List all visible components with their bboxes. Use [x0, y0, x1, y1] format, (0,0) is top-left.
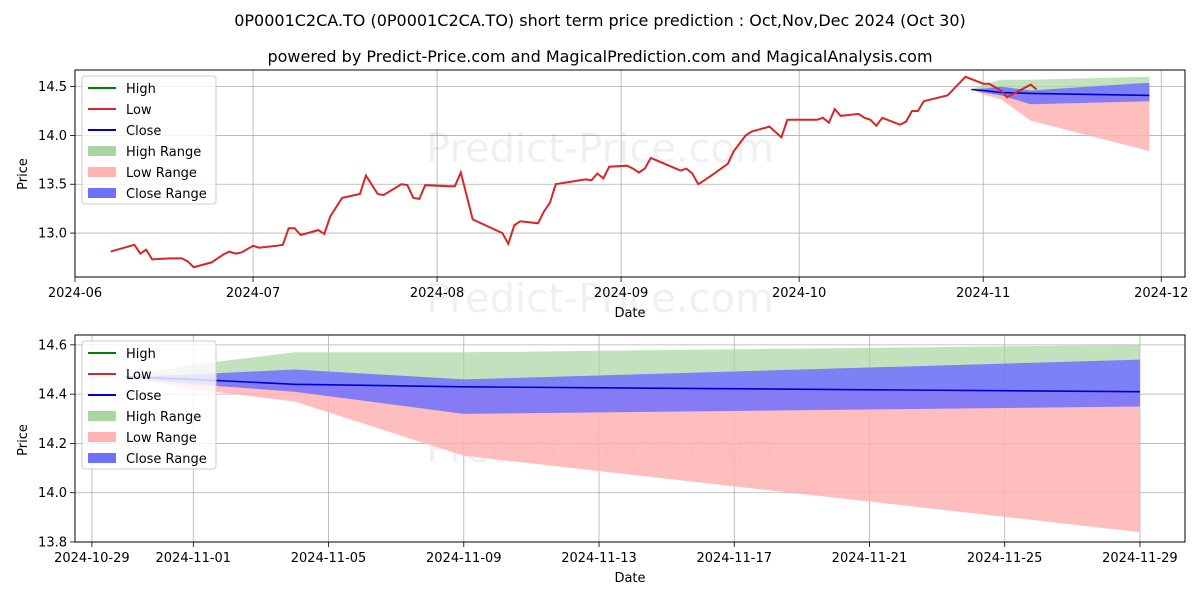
history-y-tick-label: 14.5: [38, 80, 67, 95]
forecast-legend-swatch: [88, 453, 116, 463]
forecast-x-tick-label: 2024-11-17: [696, 551, 772, 566]
history-legend-label: Close Range: [126, 187, 207, 202]
history-legend-swatch: [88, 188, 116, 198]
forecast-legend-label: High: [126, 347, 156, 362]
forecast-legend-label: Close: [126, 389, 161, 404]
forecast-y-tick-label: 14.0: [38, 486, 67, 501]
history-y-tick-label: 14.0: [38, 129, 67, 144]
history-x-tick-label: 2024-12: [1134, 286, 1188, 301]
chart-subtitle: powered by Predict-Price.com and Magical…: [267, 47, 932, 66]
history-forecast-low-range-area: [971, 89, 1150, 151]
history-legend-label: Low Range: [126, 166, 197, 181]
history-forecast-close-line: [971, 88, 1150, 97]
history-axis-ticks: 2024-06 2024-07 2024-08 2024-09 2024-10 2024-…: [38, 80, 1188, 301]
forecast-y-axis-label: Price: [16, 424, 31, 456]
history-x-tick-label: 2024-11: [956, 286, 1010, 301]
forecast-low-range-area: [125, 376, 1140, 533]
forecast-x-tick-label: 2024-11-05: [291, 551, 367, 566]
forecast-y-tick-label: 14.4: [38, 388, 67, 403]
forecast-x-tick-label: 2024-11-09: [426, 551, 502, 566]
forecast-legend-label: High Range: [126, 410, 201, 425]
forecast-legend: High Low Close High Range Low Range Close Ran…: [81, 340, 217, 470]
history-watermark: Predict-Price.com: [426, 126, 774, 172]
history-low-line: [110, 75, 1038, 269]
forecast-legend-label: Low: [126, 368, 152, 383]
history-legend-label: Close: [126, 124, 161, 139]
history-legend-label: Low: [126, 103, 152, 118]
forecast-x-tick-label: 2024-11-29: [1102, 551, 1178, 566]
history-x-axis-label: Date: [614, 306, 645, 321]
forecast-y-tick-label: 14.6: [38, 338, 67, 353]
history-legend-label: High: [126, 82, 156, 97]
forecast-legend-label: Low Range: [126, 431, 197, 446]
forecast-legend-label: Close Range: [126, 452, 207, 467]
forecast-plot-frame: [74, 334, 1186, 543]
forecast-x-axis-label: Date: [614, 571, 645, 586]
history-x-tick-label: 2024-07: [226, 286, 280, 301]
forecast-panel: Predict-Price.com 2024-10-292024-11-0120…: [16, 334, 1186, 586]
forecast-legend-swatch: [88, 432, 116, 442]
forecast-series: [125, 344, 1140, 533]
forecast-x-tick-label: 2024-11-13: [561, 551, 637, 566]
forecast-x-tick-label: 2024-11-25: [967, 551, 1043, 566]
forecast-legend-swatch: [88, 411, 116, 421]
forecast-axis-ticks: 2024-10-29 2024-11-01 2024-11-05 2024-11-09…: [38, 338, 1178, 566]
history-y-axis-label: Price: [16, 158, 31, 190]
history-x-tick-label: 2024-08: [410, 286, 464, 301]
history-watermark-lower: Predict-Price.com: [426, 276, 774, 322]
chart-title: 0P0001C2CA.TO (0P0001C2CA.TO) short term…: [234, 11, 966, 30]
history-plot-frame: [74, 69, 1186, 278]
forecast-x-tick-label: 2024-11-21: [832, 551, 908, 566]
forecast-y-tick-label: 13.8: [38, 536, 67, 551]
forecast-y-tick-label: 14.2: [38, 437, 67, 452]
history-y-tick-label: 13.5: [38, 178, 67, 193]
forecast-x-tick-label: 2024-11-01: [156, 551, 232, 566]
history-x-tick-label: 2024-09: [594, 286, 648, 301]
history-legend-label: High Range: [126, 145, 201, 160]
history-legend-swatch: [88, 167, 116, 177]
forecast-close-range-area: [125, 359, 1140, 414]
history-legend: High Low Close High Range Low Range Close Ran…: [81, 75, 217, 205]
history-panel: Predict-Price.com Predict-Price.com 2024…: [16, 69, 1188, 322]
history-x-tick-label: 2024-06: [48, 286, 102, 301]
history-x-tick-label: 2024-10: [772, 286, 826, 301]
history-y-tick-label: 13.0: [38, 227, 67, 242]
history-legend-swatch: [88, 146, 116, 156]
forecast-x-tick-label: 2024-10-29: [54, 551, 130, 566]
history-series: [110, 75, 1150, 269]
